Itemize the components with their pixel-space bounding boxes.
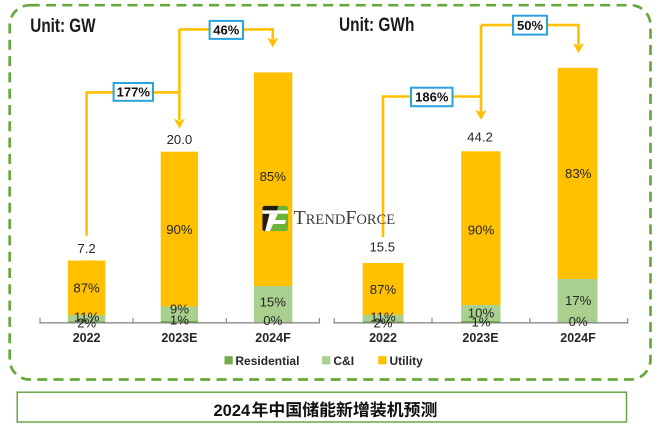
svg-text:2024: 2024 [214,402,252,420]
svg-text:177%: 177% [117,85,151,100]
svg-text:Unit: GWh: Unit: GWh [339,14,414,36]
svg-text:85%: 85% [260,169,287,184]
svg-text:2023E: 2023E [161,331,197,345]
svg-text:20.0: 20.0 [167,132,193,147]
svg-text:C&I: C&I [333,354,354,368]
svg-text:9%: 9% [170,302,189,317]
svg-text:11%: 11% [74,310,100,325]
svg-text:TRENDFORCE: TRENDFORCE [294,207,396,229]
svg-text:1%: 1% [471,314,490,329]
svg-text:Unit: GW: Unit: GW [30,15,96,37]
svg-text:46%: 46% [213,23,239,38]
svg-text:90%: 90% [468,223,495,238]
svg-text:15.5: 15.5 [369,240,395,255]
svg-text:15%: 15% [260,295,287,310]
svg-text:7.2: 7.2 [77,241,95,256]
svg-text:87%: 87% [370,282,397,297]
svg-text:2024F: 2024F [255,331,291,345]
svg-text:Residential: Residential [235,354,299,368]
svg-text:90%: 90% [166,222,193,237]
svg-text:Utility: Utility [390,354,424,368]
svg-text:50%: 50% [517,18,543,33]
svg-text:1%: 1% [170,312,189,327]
svg-text:2023E: 2023E [462,331,498,345]
svg-text:2022: 2022 [369,331,397,345]
svg-text:10%: 10% [468,305,495,320]
svg-text:0%: 0% [569,314,588,329]
svg-text:87%: 87% [73,280,100,295]
svg-text:2022: 2022 [73,331,101,345]
svg-text:0%: 0% [263,313,282,328]
svg-text:2%: 2% [77,316,96,331]
svg-text:17%: 17% [565,293,592,308]
svg-text:2%: 2% [373,316,392,331]
svg-text:11%: 11% [370,310,396,325]
svg-text:186%: 186% [415,90,449,105]
svg-text:83%: 83% [565,166,592,181]
svg-text:2024F: 2024F [560,331,596,345]
svg-text:44.2: 44.2 [467,130,493,145]
